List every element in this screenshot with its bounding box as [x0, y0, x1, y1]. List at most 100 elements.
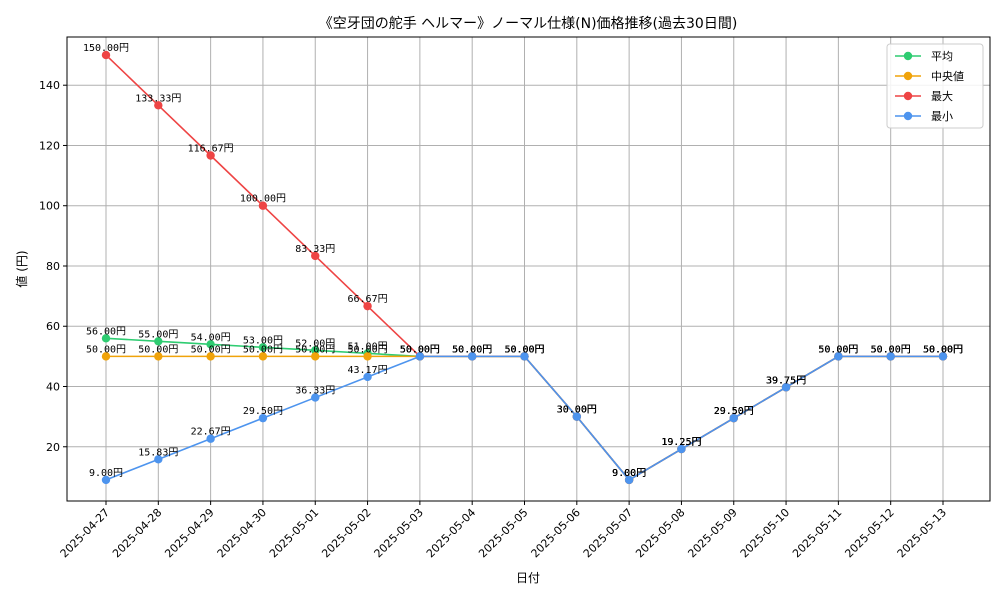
- data-label: 29.50円: [714, 406, 754, 417]
- data-point: [206, 340, 215, 349]
- data-label: 30.00円: [557, 405, 597, 416]
- data-point: [101, 475, 111, 485]
- series-lines: [101, 50, 948, 485]
- data-label: 39.75円: [766, 375, 806, 386]
- data-label: 50.00円: [452, 344, 492, 355]
- data-label: 54.00円: [191, 332, 231, 343]
- data-label: 22.67円: [191, 427, 231, 438]
- x-tick-label: 2025-04-28: [110, 506, 164, 560]
- data-label: 50.00円: [191, 344, 231, 355]
- data-label: 50.00円: [818, 344, 858, 355]
- data-label: 50.00円: [295, 344, 335, 355]
- data-label: 116.67円: [188, 144, 234, 155]
- x-tick-label: 2025-04-30: [215, 506, 269, 560]
- x-tick-label: 2025-04-27: [58, 506, 112, 560]
- data-label: 50.00円: [871, 344, 911, 355]
- data-label: 50.00円: [138, 344, 178, 355]
- y-tick-label: 80: [46, 260, 60, 273]
- data-label: 53.00円: [243, 335, 283, 346]
- data-point: [154, 352, 163, 361]
- data-label: 56.00円: [86, 326, 126, 337]
- data-label: 29.50円: [714, 406, 754, 417]
- data-point: [677, 444, 686, 454]
- legend-marker: [903, 111, 913, 121]
- x-axis: 2025-04-272025-04-282025-04-292025-04-30…: [58, 501, 949, 560]
- data-label: 39.75円: [766, 375, 806, 386]
- data-label: 50.00円: [923, 344, 963, 355]
- chart-title: 《空牙団の舵手 ヘルマー》ノーマル仕様(N)価格推移(過去30日間): [319, 16, 738, 32]
- data-label: 150.00円: [83, 43, 129, 54]
- x-tick-label: 2025-05-05: [476, 506, 530, 560]
- y-tick-label: 100: [39, 200, 60, 213]
- y-tick-label: 140: [39, 79, 60, 92]
- y-tick-label: 20: [46, 441, 60, 454]
- legend-entry: 平均: [931, 50, 953, 63]
- data-point: [467, 352, 477, 361]
- data-label: 50.00円: [923, 344, 963, 355]
- data-label: 29.50円: [714, 406, 754, 417]
- data-point: [101, 334, 111, 343]
- data-label: 50.00円: [400, 344, 440, 355]
- data-point: [206, 352, 215, 361]
- data-label: 55.00円: [138, 329, 178, 340]
- data-label: 39.75円: [766, 375, 806, 386]
- data-point: [258, 413, 268, 423]
- x-tick-label: 2025-05-10: [738, 506, 792, 560]
- data-label: 66.67円: [348, 294, 388, 305]
- data-point: [154, 337, 163, 346]
- data-point: [311, 251, 320, 261]
- data-label: 133.33円: [135, 93, 181, 104]
- x-tick-label: 2025-05-09: [685, 506, 739, 560]
- data-label: 9.00円: [612, 468, 646, 479]
- data-point: [101, 352, 111, 361]
- data-point: [415, 352, 425, 361]
- data-point: [311, 393, 320, 402]
- data-label: 50.00円: [504, 344, 544, 355]
- y-axis: 20 40 60 80 100 120 140: [39, 79, 67, 454]
- data-label: 50.00円: [452, 344, 492, 355]
- data-point: [258, 343, 268, 352]
- data-label: 50.00円: [86, 344, 126, 355]
- legend-marker: [903, 51, 913, 61]
- data-label: 50.00円: [504, 344, 544, 355]
- data-point: [729, 413, 738, 423]
- data-point: [363, 372, 372, 382]
- data-label: 30.00円: [557, 405, 597, 416]
- data-point: [101, 50, 111, 60]
- legend-marker: [903, 91, 913, 101]
- y-tick-label: 40: [46, 381, 60, 394]
- data-point: [363, 352, 372, 361]
- data-label: 15.83円: [138, 447, 178, 458]
- x-tick-label: 2025-05-07: [581, 506, 635, 560]
- data-label: 50.00円: [818, 344, 858, 355]
- data-point: [624, 475, 634, 485]
- data-label: 50.00円: [871, 344, 911, 355]
- data-point: [206, 434, 215, 443]
- data-labels: 56.00円 55.00円 54.00円 53.00円 52.00円 51.00円 50.0…: [83, 43, 963, 479]
- grid: [67, 37, 990, 501]
- data-label: 50.00円: [452, 344, 492, 355]
- data-point: [311, 352, 320, 361]
- data-point: [572, 412, 582, 421]
- data-label: 50.00円: [871, 344, 911, 355]
- data-label: 19.25円: [661, 437, 701, 448]
- data-label: 30.00円: [557, 405, 597, 416]
- x-tick-label: 2025-04-29: [162, 506, 216, 560]
- x-tick-label: 2025-05-06: [529, 506, 583, 560]
- data-label: 83.33円: [295, 244, 335, 255]
- data-point: [781, 383, 791, 392]
- data-point: [520, 352, 529, 361]
- data-label: 19.25円: [661, 437, 701, 448]
- legend-entry: 最大: [931, 89, 953, 103]
- x-tick-label: 2025-05-02: [319, 506, 373, 560]
- data-label: 29.50円: [243, 406, 283, 417]
- data-point: [258, 201, 268, 210]
- x-tick-label: 2025-05-11: [790, 506, 844, 560]
- data-point: [834, 352, 843, 361]
- legend-entry: 中央値: [931, 70, 964, 83]
- data-point: [311, 346, 320, 355]
- data-label: 50.00円: [871, 344, 911, 355]
- data-label: 39.75円: [766, 375, 806, 386]
